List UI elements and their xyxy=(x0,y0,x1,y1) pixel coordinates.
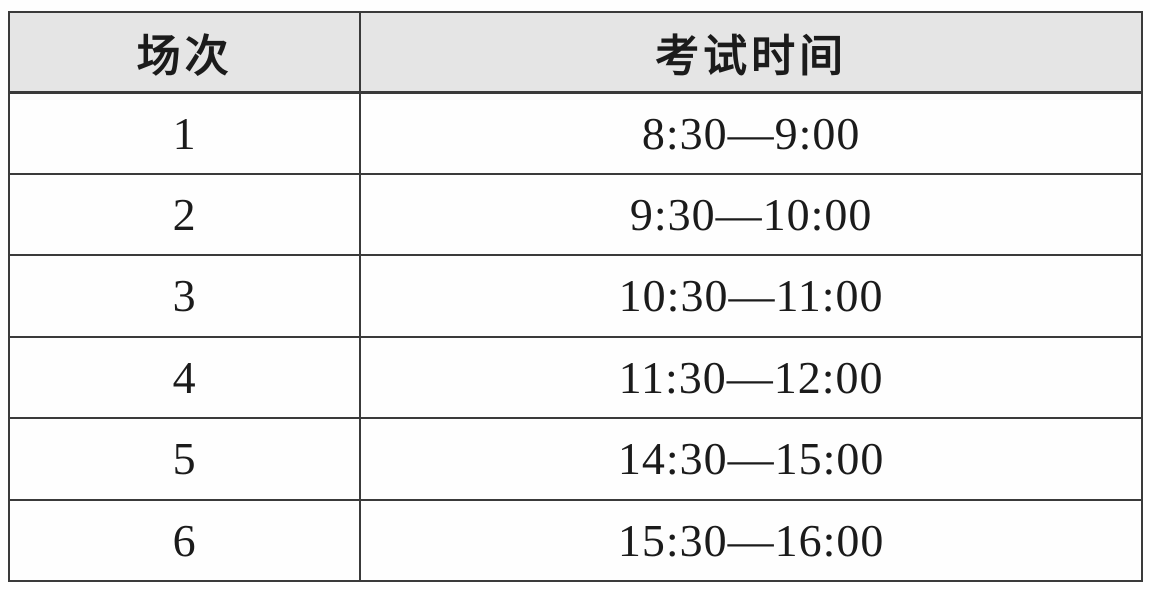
exam-time-range: 8:30—9:00 xyxy=(359,91,1143,175)
exam-time-range: 9:30—10:00 xyxy=(359,172,1143,256)
session-number: 6 xyxy=(7,498,362,582)
session-number: 1 xyxy=(7,91,362,175)
table-row: 1 8:30—9:00 xyxy=(7,91,1143,175)
table-row: 4 11:30—12:00 xyxy=(7,335,1143,419)
table-row: 6 15:30—16:00 xyxy=(7,498,1143,582)
table-row: 3 10:30—11:00 xyxy=(7,254,1143,338)
exam-time-range: 15:30—16:00 xyxy=(359,498,1143,582)
header-session: 场次 xyxy=(7,11,362,94)
exam-schedule-table: 场次 考试时间 1 8:30—9:00 2 9:30—10:00 3 10:30… xyxy=(7,11,1143,582)
exam-time-range: 14:30—15:00 xyxy=(359,417,1143,501)
session-number: 3 xyxy=(7,254,362,338)
table-header-row: 场次 考试时间 xyxy=(7,11,1143,94)
exam-time-range: 10:30—11:00 xyxy=(359,254,1143,338)
session-number: 2 xyxy=(7,172,362,256)
session-number: 5 xyxy=(7,417,362,501)
table-row: 5 14:30—15:00 xyxy=(7,417,1143,501)
table-row: 2 9:30—10:00 xyxy=(7,172,1143,256)
header-exam-time: 考试时间 xyxy=(359,11,1143,94)
exam-time-range: 11:30—12:00 xyxy=(359,335,1143,419)
session-number: 4 xyxy=(7,335,362,419)
